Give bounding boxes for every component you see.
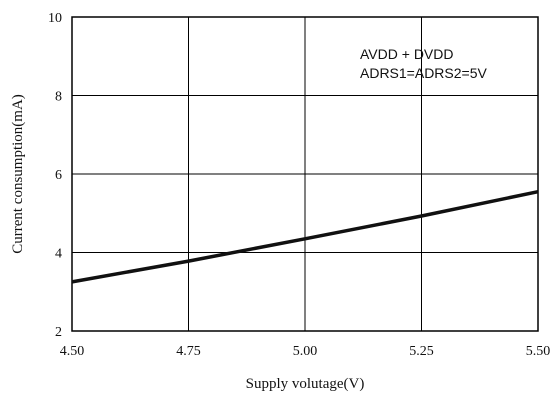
x-axis-label: Supply volutage(V) [246, 376, 365, 392]
y-tick-label: 4 [55, 247, 62, 262]
annotation-address: ADRS1=ADRS2=5V [360, 65, 488, 81]
plot-frame [71, 16, 539, 332]
series-line [71, 189, 539, 284]
x-tick-label: 5.00 [293, 344, 318, 359]
y-tick-label: 8 [55, 90, 62, 105]
annotation-supply: AVDD + DVDD [360, 46, 453, 62]
x-tick-label: 4.75 [176, 344, 201, 359]
x-tick-label: 5.25 [409, 344, 434, 359]
x-tick-label: 4.50 [60, 344, 85, 359]
grid-lines [72, 17, 538, 331]
x-tick-label: 5.50 [526, 344, 551, 359]
y-tick-label: 2 [55, 325, 62, 340]
series-layer [71, 189, 539, 284]
y-tick-label: 10 [48, 11, 62, 26]
axis-ticks: 4.50 4.75 5.00 5.25 5.50 2 4 6 8 10 [48, 11, 550, 359]
y-axis-label: Current consumption(mA) [10, 94, 26, 254]
y-tick-label: 6 [55, 168, 62, 183]
